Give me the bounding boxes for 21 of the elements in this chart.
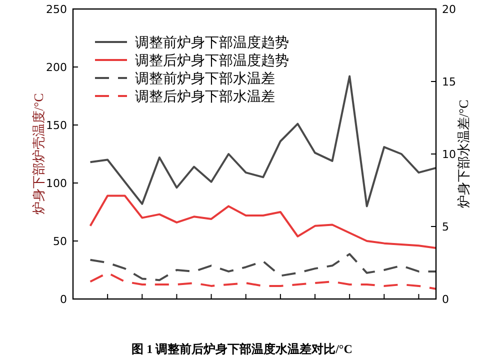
y-tick-label: 0: [60, 293, 67, 306]
legend-label: 调整前炉身下部温度趋势: [135, 35, 289, 51]
line-series: [89, 253, 437, 282]
line-series: [89, 272, 437, 290]
y-tick-label: 200: [46, 61, 67, 74]
y-tick-label: 50: [53, 235, 67, 248]
y2-tick-label: 20: [442, 3, 456, 16]
y-tick-label: 150: [46, 119, 67, 132]
y2-tick-label: 10: [442, 148, 456, 161]
y2-tick-label: 0: [442, 293, 449, 306]
y2-tick-label: 5: [442, 220, 449, 234]
y2-axis-title: 炉身下部水温差/°C: [456, 100, 471, 208]
legend-label: 调整后炉身下部温度趋势: [135, 53, 289, 69]
legend-label: 调整前炉身下部水温差: [135, 71, 275, 87]
text: 图 1 调整前后炉身下部温度水温差对比/°C: [132, 342, 352, 356]
y2-tick-label: 15: [442, 76, 456, 88]
line-series: [89, 194, 437, 249]
legend-label: 调整后炉身下部水温差: [135, 89, 275, 105]
y-tick-label: 100: [46, 177, 67, 190]
y-axis-title: 炉身下部炉壳温度/°C: [31, 93, 46, 215]
y-tick-label: 250: [46, 3, 67, 16]
